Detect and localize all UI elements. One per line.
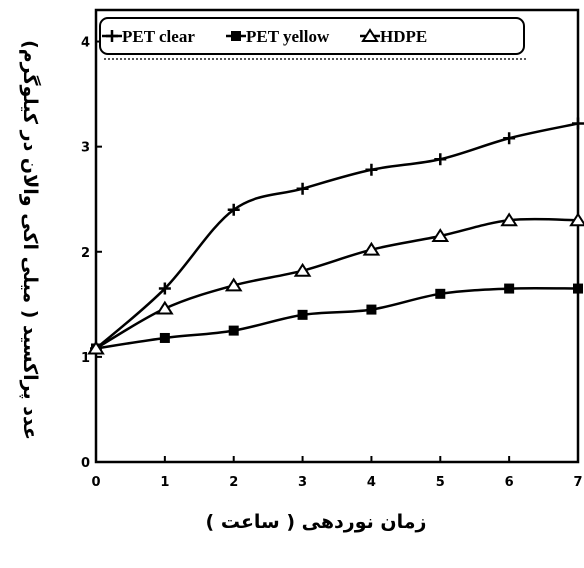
data-point-2 (569, 212, 584, 227)
data-point-1 (504, 283, 515, 294)
series-line-0 (95, 122, 579, 350)
data-point-0 (158, 282, 171, 295)
x-tick-label: 5 (436, 475, 445, 490)
legend-box (99, 17, 525, 55)
x-tick-label: 1 (160, 475, 169, 490)
data-point-0 (503, 132, 516, 145)
x-tick-label: 7 (573, 475, 582, 490)
legend-marker (106, 30, 118, 42)
data-point-2 (156, 300, 174, 315)
data-point-1 (366, 304, 377, 315)
x-axis-title: زمان نوردهی ( ساعت ) (206, 511, 427, 533)
data-point-2 (293, 262, 312, 277)
x-tick-label: 4 (367, 475, 376, 490)
x-tick-label: 6 (505, 475, 514, 490)
legend-label: PET yellow (246, 27, 330, 46)
data-point-0 (296, 182, 309, 195)
y-axis-title-group: عدد پراکسید ( میلی اکی والان در کیلوگرم) (19, 40, 42, 440)
y-tick-label: 3 (81, 141, 90, 156)
data-point-1 (228, 325, 239, 336)
data-point-1 (573, 283, 583, 294)
y-tick-label: 2 (81, 246, 90, 261)
series-line-2 (95, 217, 579, 350)
y-axis-title: عدد پراکسید ( میلی اکی والان در کیلوگرم) (19, 40, 42, 440)
data-point-1 (297, 309, 308, 320)
data-point-0 (227, 203, 240, 216)
data-point-1 (159, 332, 170, 343)
data-point-0 (365, 163, 378, 176)
legend-label: PET clear (122, 27, 195, 46)
x-tick-label: 2 (229, 475, 238, 490)
data-point-0 (572, 117, 584, 130)
legend-label: HDPE (380, 27, 427, 46)
y-tick-label: 0 (81, 456, 90, 471)
plot-frame (94, 8, 580, 464)
data-point-0 (434, 153, 447, 166)
y-tick-label: 4 (81, 36, 90, 51)
y-tick-label: 1 (81, 351, 90, 366)
data-point-2 (431, 228, 450, 242)
data-point-2 (500, 212, 518, 227)
x-tick-label: 3 (298, 475, 307, 490)
data-point-2 (362, 241, 381, 256)
legend-marker (361, 28, 379, 42)
legend-marker (231, 31, 241, 41)
data-point-2 (87, 340, 105, 355)
x-tick-label: 0 (91, 475, 100, 490)
data-point-2 (224, 277, 243, 292)
data-point-1 (435, 288, 446, 299)
series-line-1 (95, 286, 579, 350)
